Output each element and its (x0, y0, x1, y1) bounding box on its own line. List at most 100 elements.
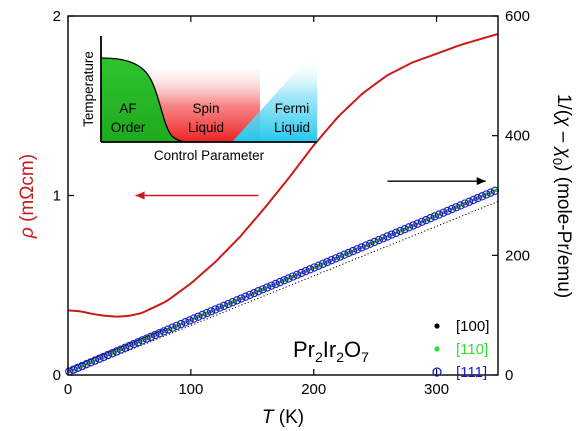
legend-marker-110 (434, 346, 440, 352)
legend-label-110: [110] (456, 341, 488, 358)
y-right-axis-title: 1/(χ – χ0) (mole-Pr/emu) (550, 94, 574, 298)
series-line-rho (67, 32, 499, 318)
data-point-111 (305, 265, 315, 274)
data-point-111 (284, 274, 293, 283)
data-point-111 (366, 239, 375, 248)
inset-region-spin-liquid-line2: Liquid (188, 120, 224, 135)
data-point-111 (473, 193, 482, 203)
data-point-111 (396, 226, 405, 236)
data-point-111 (370, 237, 379, 247)
legend-marker-111 (432, 367, 442, 377)
data-point-111 (447, 204, 457, 214)
y-right-tick-label: 200 (505, 247, 530, 264)
data-point-111 (456, 201, 465, 210)
x-tick-label: 100 (178, 381, 203, 398)
data-point-111 (241, 292, 250, 301)
data-point-111 (335, 252, 345, 261)
data-point-111 (469, 195, 478, 205)
inset-region-spin-liquid-line1: Spin (192, 101, 219, 116)
data-point-111 (125, 341, 134, 351)
inset-region-fermi-liquid-line2: Liquid (274, 120, 310, 135)
data-point-111 (103, 350, 113, 360)
data-point-111 (267, 281, 276, 290)
data-point-111 (168, 323, 177, 332)
data-point-111 (288, 272, 297, 281)
data-point-111 (327, 256, 336, 265)
ticks-layer: 0 100 200 300 0 1 2 0 200 400 600 (53, 8, 530, 398)
arrow-to-right-axis-head (476, 177, 486, 186)
data-point-111 (249, 288, 259, 298)
data-point-111 (224, 299, 233, 309)
data-point-111 (464, 197, 474, 206)
data-point-111 (219, 301, 229, 310)
data-point-111 (400, 224, 409, 234)
data-point-111 (228, 297, 237, 307)
data-point-111 (90, 356, 100, 365)
data-point-111 (331, 254, 340, 263)
data-point-111 (176, 319, 186, 329)
data-point-111 (95, 354, 104, 363)
data-point-111 (378, 234, 388, 243)
data-point-111 (206, 307, 216, 316)
data-point-111 (297, 268, 306, 278)
y-left-tick-label: 2 (53, 8, 61, 25)
data-point-111 (280, 276, 289, 285)
data-point-111 (391, 228, 401, 237)
data-point-111 (301, 266, 310, 276)
data-point-111 (357, 243, 366, 252)
data-point-111 (181, 318, 190, 327)
data-point-111 (202, 308, 211, 318)
data-point-111 (477, 192, 487, 201)
data-point-111 (443, 206, 452, 216)
data-point-111 (198, 310, 207, 320)
data-point-111 (348, 246, 358, 256)
data-point-111 (387, 230, 396, 239)
data-point-111 (133, 338, 143, 347)
arrow-to-left-axis-head (135, 191, 145, 200)
data-point-111 (142, 334, 151, 343)
data-point-111 (69, 365, 78, 374)
data-point-111 (374, 235, 383, 245)
data-point-111 (314, 261, 323, 270)
y-right-tick-label: 400 (505, 128, 530, 145)
data-point-111 (155, 329, 164, 338)
data-point-111 (237, 294, 246, 303)
data-point-111 (383, 232, 392, 241)
data-point-111 (404, 223, 414, 232)
data-point-111 (254, 287, 263, 296)
data-point-111 (120, 343, 130, 352)
inset-region-af-order-line1: AF (119, 101, 136, 116)
data-point-111 (77, 361, 87, 371)
y-left-axis-title: ρ (mΩcm) (17, 154, 38, 239)
data-point-111 (361, 241, 371, 250)
data-point-111 (486, 188, 495, 197)
y-left-tick-label: 0 (53, 367, 61, 384)
data-point-111 (82, 360, 91, 369)
data-point-111 (439, 208, 448, 217)
data-point-111 (172, 321, 181, 331)
data-point-111 (310, 263, 319, 272)
data-point-111 (146, 332, 156, 341)
inset-xlabel: Control Parameter (154, 148, 265, 163)
inset-region-af-order-line2: Order (111, 120, 146, 135)
legend-label-111: [111] (456, 364, 487, 381)
data-point-111 (112, 347, 121, 356)
data-point-111 (340, 250, 349, 259)
annotation-layer (135, 177, 486, 200)
x-tick-label: 200 (301, 381, 326, 398)
data-point-111 (108, 349, 117, 358)
series-line-fit (67, 201, 499, 376)
data-point-111 (99, 352, 108, 362)
data-point-111 (211, 305, 220, 314)
legend-marker-100 (434, 323, 440, 329)
data-point-111 (151, 330, 160, 340)
data-point-111 (116, 345, 125, 354)
inset-region-fermi-liquid-line1: Fermi (275, 101, 310, 116)
data-point-111 (86, 358, 95, 367)
data-point-111 (73, 363, 82, 372)
data-point-111 (417, 217, 426, 226)
data-point-111 (258, 285, 267, 294)
inset-region-af-order (101, 58, 194, 142)
data-point-111 (482, 190, 491, 199)
